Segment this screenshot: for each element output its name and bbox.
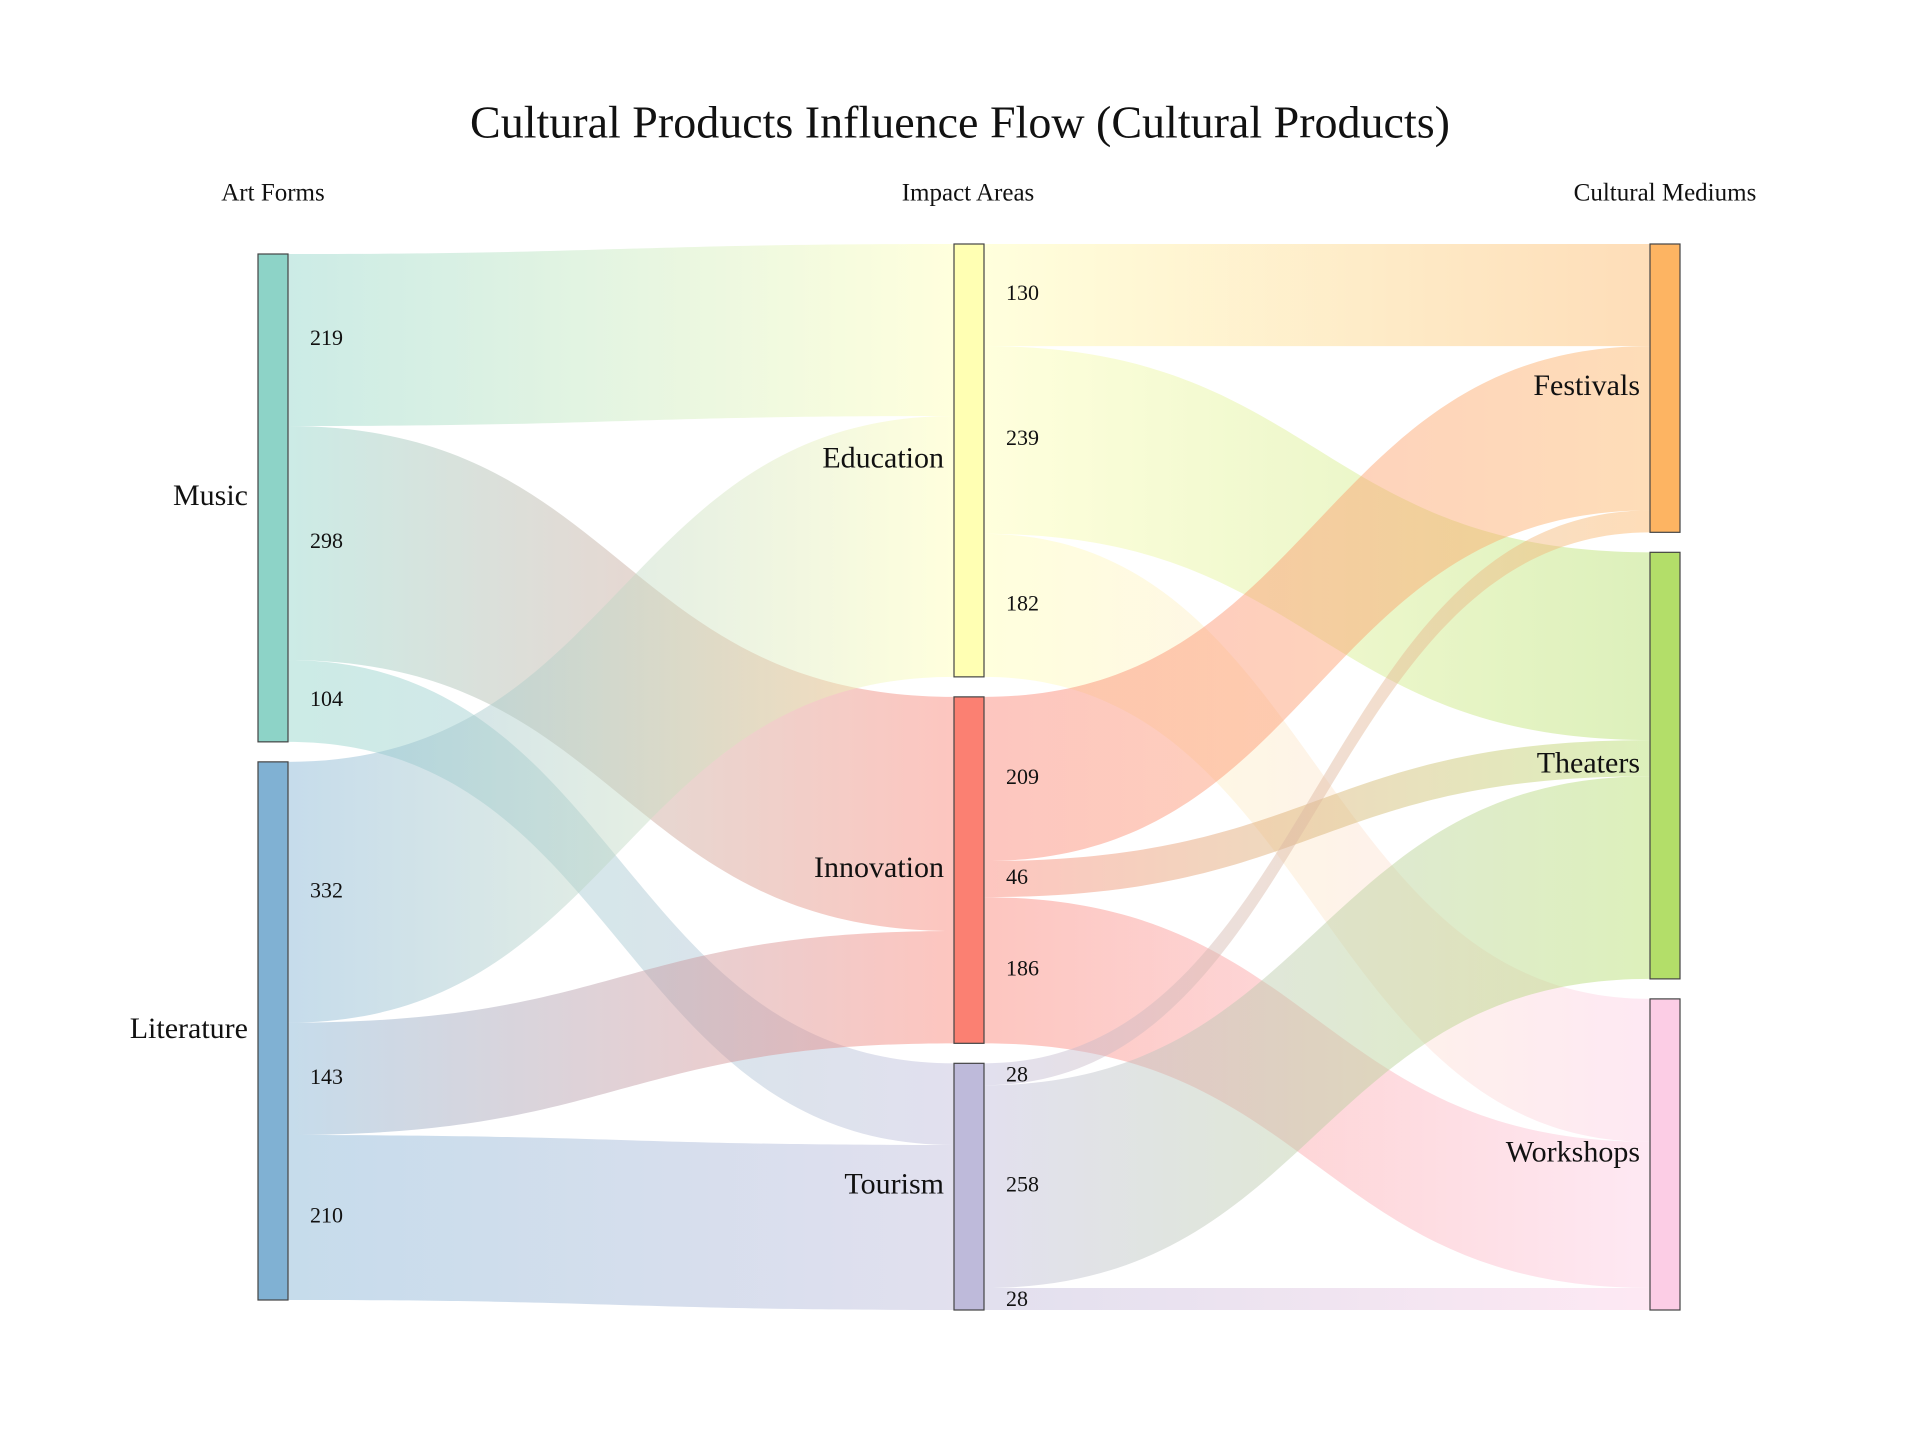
nodes-group	[257, 243, 1681, 1311]
node-label-literature: Literature	[130, 1012, 248, 1045]
node-label-theaters: Theaters	[1537, 746, 1640, 779]
labels-group: Music Literature Education Innovation Touris…	[130, 280, 1640, 1311]
node-label-festivals: Festivals	[1533, 369, 1640, 402]
link-value-tourism-to-theaters: 258	[1006, 1172, 1039, 1197]
node-innovation[interactable]	[953, 696, 985, 1044]
link-innovation-to-festivals[interactable]	[984, 346, 1650, 862]
link-value-literature-to-tourism: 210	[310, 1203, 343, 1228]
node-tourism[interactable]	[953, 1062, 985, 1311]
link-value-innovation-to-festivals: 209	[1006, 764, 1039, 789]
link-value-literature-to-education: 332	[310, 877, 343, 902]
link-tourism-to-theaters[interactable]	[984, 776, 1650, 1289]
link-education-to-festivals[interactable]	[984, 244, 1650, 347]
link-value-music-to-innovation: 298	[310, 528, 343, 553]
chart-title: Cultural Products Influence Flow (Cultur…	[470, 97, 1450, 148]
link-tourism-to-workshops[interactable]	[984, 1288, 1650, 1310]
link-value-music-to-education: 219	[310, 325, 343, 350]
node-label-workshops: Workshops	[1506, 1135, 1640, 1168]
link-value-innovation-to-workshops: 186	[1006, 955, 1039, 980]
link-music-to-education[interactable]	[288, 244, 954, 427]
link-value-education-to-festivals: 130	[1006, 280, 1039, 305]
column-header-impact-areas: Impact Areas	[902, 180, 1035, 207]
link-innovation-to-theaters[interactable]	[984, 740, 1650, 898]
link-literature-to-innovation[interactable]	[288, 930, 954, 1136]
link-value-music-to-tourism: 104	[310, 686, 343, 711]
node-literature[interactable]	[257, 761, 289, 1301]
node-music[interactable]	[257, 253, 289, 743]
link-value-education-to-workshops: 182	[1006, 590, 1039, 615]
node-festivals[interactable]	[1649, 243, 1681, 533]
node-label-tourism: Tourism	[844, 1168, 944, 1201]
node-workshops[interactable]	[1649, 998, 1681, 1311]
link-literature-to-education[interactable]	[288, 416, 954, 1023]
column-header-cultural-mediums: Cultural Mediums	[1574, 180, 1757, 207]
link-value-education-to-theaters: 239	[1006, 425, 1039, 450]
node-label-innovation: Innovation	[814, 851, 944, 884]
link-literature-to-tourism[interactable]	[288, 1135, 954, 1310]
link-value-tourism-to-workshops: 28	[1006, 1286, 1028, 1311]
node-education[interactable]	[953, 243, 985, 678]
link-value-innovation-to-theaters: 46	[1006, 864, 1028, 889]
links-group	[288, 244, 1650, 1310]
link-value-tourism-to-festivals: 28	[1006, 1061, 1028, 1086]
link-tourism-to-festivals[interactable]	[984, 510, 1650, 1086]
link-value-literature-to-innovation: 143	[310, 1064, 343, 1089]
node-label-music: Music	[173, 479, 248, 512]
column-header-art-forms: Art Forms	[221, 180, 324, 207]
node-label-education: Education	[822, 441, 944, 474]
node-theaters[interactable]	[1649, 551, 1681, 980]
